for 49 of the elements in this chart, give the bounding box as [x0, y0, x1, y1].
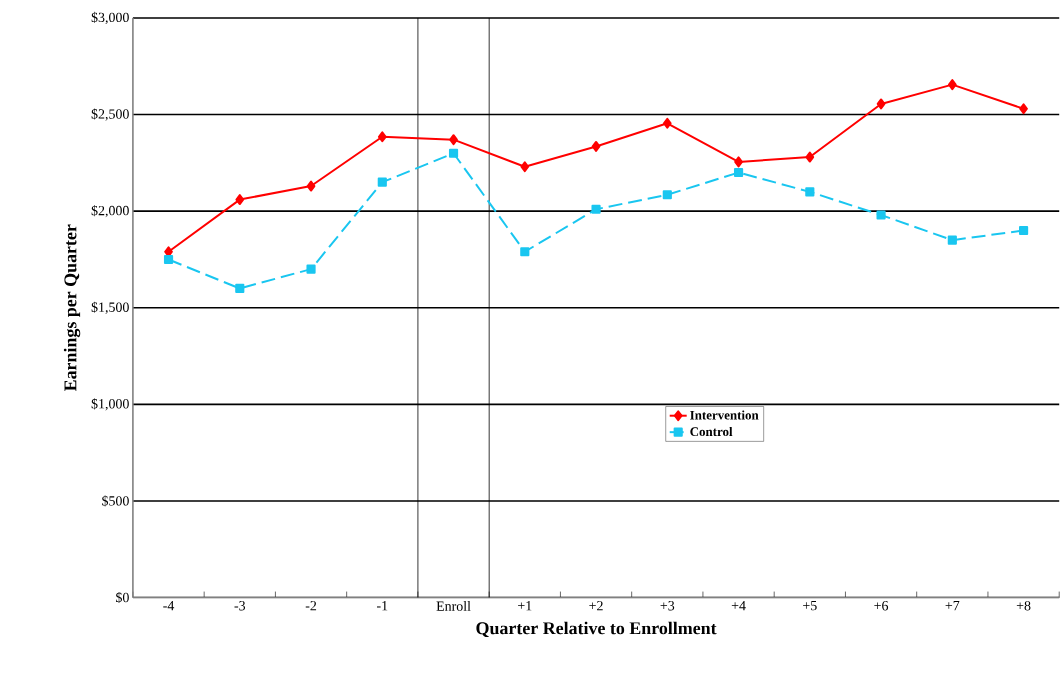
point [235, 283, 245, 293]
point [163, 254, 174, 264]
y-axis-title: Earnings per Quarter [63, 224, 81, 391]
y-tick-label: $2,000 [91, 204, 129, 218]
point [662, 117, 672, 129]
x-tick-label: Enroll [436, 600, 471, 611]
point [449, 133, 458, 145]
point [947, 78, 957, 90]
point [1018, 225, 1029, 235]
point [876, 210, 886, 220]
point [734, 156, 743, 168]
x-tick-label: +6 [874, 600, 889, 611]
point [805, 151, 815, 163]
x-tick-label: -1 [377, 600, 388, 611]
x-axis-title: Quarter Relative to Enrollment [476, 621, 717, 637]
y-tick-label: $2,500 [91, 108, 129, 121]
legend-label: Control [690, 426, 733, 436]
x-tick-label: +2 [589, 600, 603, 611]
point [876, 98, 886, 110]
x-tick-label: +8 [1016, 600, 1031, 611]
x-tick-label: +1 [518, 600, 532, 611]
x-tick-label: -3 [234, 600, 246, 611]
point [377, 177, 387, 187]
point [662, 189, 672, 200]
point [520, 161, 530, 172]
x-tick-label: -2 [305, 600, 317, 611]
point [520, 246, 530, 257]
y-tick-label: $1,000 [91, 397, 129, 411]
point [591, 204, 601, 214]
point [1019, 103, 1028, 115]
point [805, 187, 815, 197]
point [591, 140, 601, 152]
y-tick-label: $3,000 [91, 11, 129, 24]
x-tick-label: +3 [660, 600, 675, 611]
point [235, 193, 245, 205]
point [306, 264, 316, 274]
y-tick-label: $1,500 [91, 301, 129, 314]
y-tick-label: $500 [102, 495, 129, 507]
legend-label: Intervention [690, 410, 759, 420]
x-tick-label: +4 [731, 600, 746, 610]
x-tick-label: +5 [803, 600, 817, 611]
y-tick-label: $0 [116, 591, 129, 603]
point [377, 131, 387, 143]
x-tick-label: +7 [945, 600, 960, 610]
point [947, 235, 957, 245]
point [733, 167, 744, 177]
x-tick-label: -4 [163, 600, 175, 610]
point [306, 180, 316, 192]
point [448, 148, 459, 158]
